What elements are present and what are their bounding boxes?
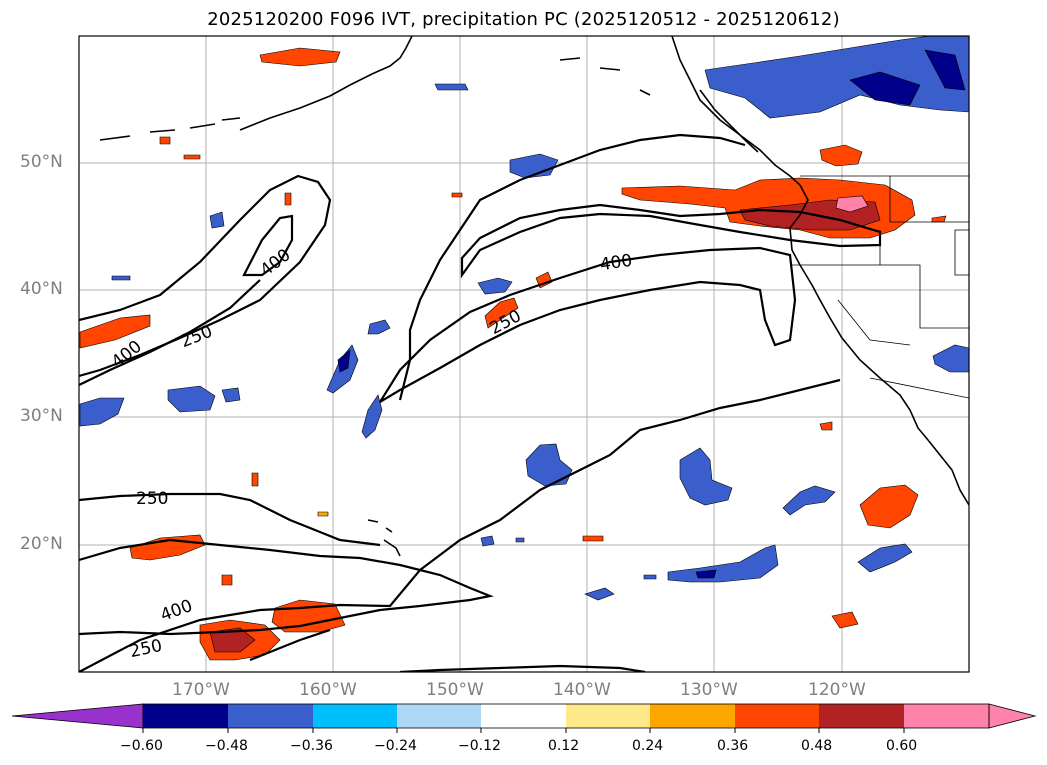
colorbar-tick-label: −0.48 [205, 738, 248, 754]
lon-label-140w: 140°W [553, 680, 611, 700]
contour-label: 400 [108, 337, 146, 373]
lat-label-30n: 30°N [20, 406, 63, 426]
southeast-alaska-coast [671, 36, 801, 186]
ivt-contour-400-west [79, 279, 261, 386]
colorbar-tick-label: −0.24 [374, 738, 417, 754]
ivt-contours [79, 133, 882, 672]
colorbar-bin [904, 704, 989, 728]
colorbar-bin [566, 704, 650, 728]
colorbar-bin [735, 704, 819, 728]
colorbar-bin [819, 704, 904, 728]
contour-label: 400 [599, 251, 634, 275]
colorbar-tick-label: 0.24 [632, 738, 664, 754]
bc-precip [819, 144, 863, 167]
colorbar-bin [228, 704, 313, 728]
map-title: 2025120200 F096 IVT, precipitation PC (2… [207, 9, 840, 30]
map-canvas: 400 250 400 250 400 250 250 400 [79, 36, 969, 672]
ivt-contour-250-south [79, 492, 381, 547]
colorbar-bin [313, 704, 397, 728]
ivt-contour-400-west-loop [242, 214, 294, 277]
lon-label-120w: 120°W [808, 680, 866, 700]
colorbar-tick-label: −0.60 [120, 738, 163, 754]
positive-anomaly-areas [79, 47, 947, 661]
ivt-contour-river-inner [460, 203, 882, 279]
hawaii-islands [367, 519, 401, 557]
ivt-contour-river-outer [379, 246, 797, 403]
graticule [79, 36, 969, 672]
aleutian-precip [259, 47, 341, 67]
pnw-precip-peak [835, 195, 869, 213]
colorbar-extend-low [11, 703, 144, 729]
contour-label: 400 [158, 596, 195, 626]
ivt-contour-400-south [79, 538, 494, 636]
bc-interior-dry [704, 36, 969, 119]
bc-coast [699, 89, 759, 153]
political-borders [790, 175, 969, 399]
ivt-contour-river-north [398, 133, 746, 401]
colorbar-tick-label: 0.12 [548, 738, 580, 754]
lat-label-50n: 50°N [20, 152, 63, 172]
lat-label-20n: 20°N [20, 534, 63, 554]
colorbar-extend-high [988, 703, 1037, 729]
colorbar-tick-label: −0.12 [458, 738, 501, 754]
lon-label-160w: 160°W [299, 680, 357, 700]
colorbar-bin [143, 704, 228, 728]
colorbar-tick-label: 0.48 [801, 738, 833, 754]
contour-label: 250 [178, 321, 216, 352]
lon-label-170w: 170°W [172, 680, 230, 700]
colorbar [11, 703, 1037, 733]
lon-label-130w: 130°W [680, 680, 738, 700]
colorbar-tick-label: 0.36 [717, 738, 749, 754]
contour-label: 250 [136, 489, 168, 509]
ivt-contour-250-central [79, 378, 841, 672]
map-frame [78, 35, 970, 673]
colorbar-bin [397, 704, 481, 728]
lat-label-40n: 40°N [20, 279, 63, 299]
lon-label-150w: 150°W [426, 680, 484, 700]
alaska-peninsula-coast [239, 36, 413, 131]
west-coast [789, 184, 969, 506]
colorbar-tick-label: −0.36 [290, 738, 333, 754]
colorbar-tick-label: 0.60 [886, 738, 918, 754]
colorbar-bin [650, 704, 735, 728]
colorbar-bin [481, 704, 566, 728]
contour-label: 250 [128, 636, 164, 662]
negative-anomaly-areas [79, 36, 969, 601]
coastlines [99, 36, 969, 557]
